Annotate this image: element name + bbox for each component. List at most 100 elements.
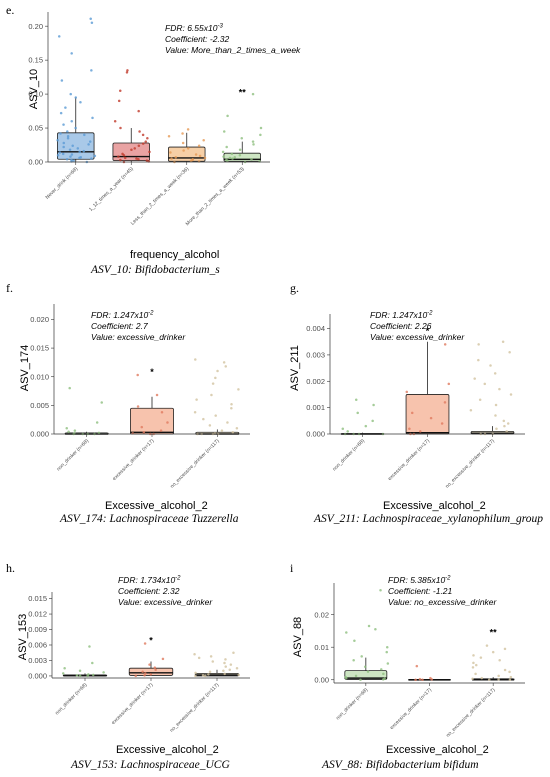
- data-point: [363, 665, 367, 668]
- data-point: [221, 150, 225, 154]
- data-point: [231, 431, 235, 434]
- data-point: [146, 136, 149, 140]
- data-point: [136, 373, 139, 377]
- y-tick-label: 0.005: [30, 401, 49, 410]
- coefficient-annotation: Coefficient: 2.26: [370, 321, 432, 331]
- data-point: [240, 136, 244, 140]
- data-point: [134, 674, 138, 678]
- data-point: [166, 421, 169, 424]
- data-point: [371, 419, 374, 423]
- y-tick-label: 0.015: [28, 594, 47, 603]
- panel-letter: f.: [6, 281, 13, 295]
- data-point: [97, 431, 101, 435]
- data-point: [259, 126, 263, 130]
- value-annotation: Value: More_than_2_times_a_week: [165, 45, 301, 55]
- data-point: [233, 155, 237, 159]
- data-point: [471, 666, 475, 669]
- data-point: [167, 134, 171, 138]
- data-point: [364, 424, 368, 428]
- data-point: [193, 653, 196, 656]
- data-point: [385, 645, 389, 649]
- data-point: [214, 414, 217, 417]
- data-point: [238, 153, 242, 157]
- data-point: [207, 673, 210, 676]
- x-tick-label: Less_than_2_times_a_week (n=36): [130, 166, 191, 227]
- data-point: [474, 672, 477, 676]
- data-point: [60, 79, 64, 82]
- data-point: [259, 133, 262, 137]
- box: [344, 670, 388, 680]
- data-point: [505, 430, 508, 433]
- data-point: [91, 673, 95, 677]
- data-point: [353, 639, 356, 642]
- y-tick-label: 0.20: [28, 22, 43, 31]
- data-point: [90, 21, 94, 25]
- x-tick-label: excessive_drinker (n=17): [389, 687, 433, 731]
- data-point: [201, 674, 205, 677]
- panel-letter: h.: [6, 561, 15, 575]
- data-point: [230, 402, 233, 406]
- y-tick-label: 0.003: [28, 656, 47, 665]
- data-point: [181, 132, 184, 135]
- y-tick-label: 0.009: [28, 625, 47, 634]
- y-tick-label: 0.000: [306, 430, 325, 439]
- y-axis-title: ASV_174: [19, 345, 31, 391]
- y-tick-label: 0.05: [28, 124, 43, 133]
- data-point: [222, 155, 225, 158]
- y-tick-label: 0.006: [28, 641, 47, 650]
- data-point: [74, 96, 78, 99]
- data-point: [68, 148, 72, 152]
- data-point: [230, 152, 234, 156]
- data-point: [62, 141, 66, 145]
- data-point: [237, 673, 240, 677]
- data-point: [480, 676, 484, 680]
- x-tick-label: no_excessive_drinker (n=117): [444, 438, 496, 490]
- significance-mark: **: [490, 628, 498, 638]
- data-point: [506, 422, 510, 425]
- coefficient-annotation: Coefficient: 2.7: [91, 321, 148, 331]
- value-annotation: Value: excessive_drinker: [370, 332, 465, 342]
- data-point: [224, 658, 227, 661]
- x-tick-label: non_drinker (n=68): [332, 438, 366, 472]
- data-point: [214, 376, 217, 380]
- y-tick-label: 0.020: [30, 315, 49, 324]
- data-point: [502, 419, 506, 423]
- data-point: [415, 664, 419, 668]
- data-point: [161, 657, 165, 661]
- data-point: [62, 145, 65, 149]
- panel-e: e. 0.00 0.05 0.10 0.15 0.20 Never_drink (n=68)…: [6, 3, 301, 276]
- value-annotation: Value: excessive_drinker: [118, 597, 213, 607]
- data-point: [160, 410, 164, 414]
- data-point: [194, 153, 198, 156]
- data-point: [194, 671, 197, 675]
- data-point: [238, 148, 242, 152]
- y-axis-title: ASV_88: [292, 617, 304, 657]
- data-point: [130, 148, 133, 152]
- data-point: [145, 159, 149, 162]
- data-point: [83, 133, 86, 137]
- data-point: [498, 387, 501, 391]
- data-point: [133, 147, 136, 150]
- y-tick-label: 0.000: [30, 430, 49, 439]
- significance-mark: *: [426, 326, 430, 336]
- data-point: [208, 424, 212, 427]
- data-point: [72, 159, 75, 162]
- data-point: [61, 152, 65, 156]
- data-point: [68, 386, 71, 390]
- significance-mark: *: [149, 635, 153, 645]
- data-point: [494, 414, 497, 417]
- data-point: [61, 672, 65, 675]
- y-tick-label: 0.00: [314, 675, 329, 684]
- data-point: [366, 670, 370, 673]
- data-point: [475, 663, 478, 667]
- data-point: [189, 159, 193, 162]
- fdr-annotation: FDR: 6.55x10-3: [165, 23, 223, 33]
- data-point: [477, 358, 480, 362]
- y-tick-label: 0.000: [28, 672, 47, 681]
- data-point: [141, 142, 145, 145]
- data-point: [485, 644, 489, 647]
- x-tick-label: excessive_drinker (n=17): [111, 682, 155, 726]
- data-point: [408, 427, 411, 430]
- y-tick-label: 0.10: [28, 90, 43, 99]
- y-axis-title: ASV_211: [289, 345, 301, 391]
